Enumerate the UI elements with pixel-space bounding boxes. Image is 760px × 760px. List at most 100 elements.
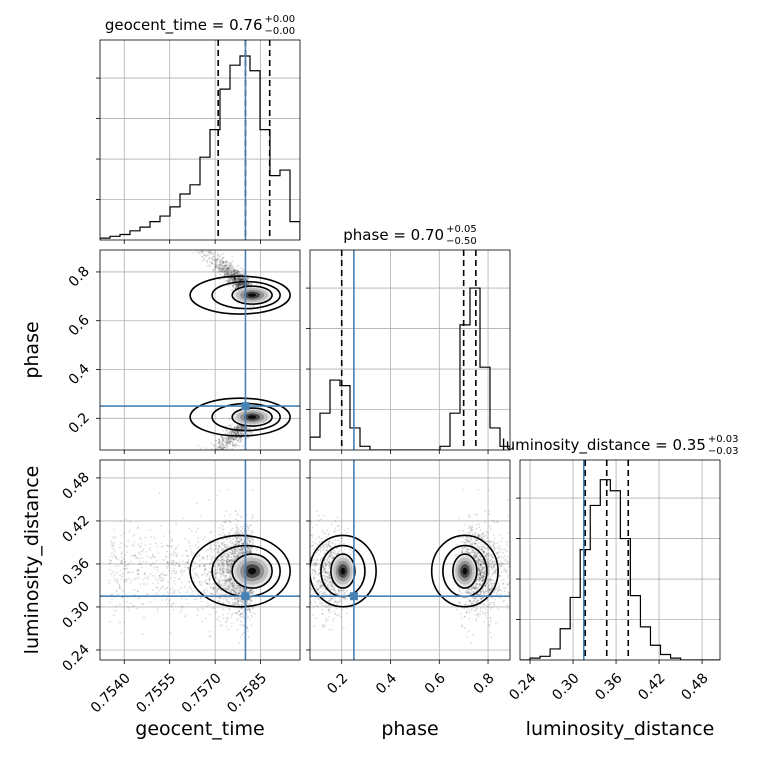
sample-point bbox=[213, 593, 216, 596]
sample-point bbox=[232, 273, 235, 276]
sample-point bbox=[229, 278, 231, 281]
sample-point bbox=[216, 572, 219, 575]
sample-point bbox=[194, 573, 197, 576]
sample-point bbox=[212, 253, 215, 255]
sample-point bbox=[121, 551, 124, 554]
sample-point bbox=[238, 284, 241, 287]
sample-point bbox=[232, 285, 234, 287]
sample-point bbox=[225, 552, 228, 554]
sample-point bbox=[227, 268, 230, 270]
sample-point bbox=[236, 271, 239, 274]
sample-point bbox=[239, 425, 241, 427]
sample-point bbox=[240, 516, 243, 519]
sample-point bbox=[240, 601, 243, 603]
sample-point bbox=[242, 433, 245, 435]
sample-point bbox=[252, 612, 255, 614]
sample-point bbox=[239, 589, 242, 592]
sample-point bbox=[228, 602, 231, 604]
sample-point bbox=[192, 243, 194, 245]
sample-point bbox=[226, 441, 229, 443]
sample-point bbox=[228, 576, 231, 579]
sample-point bbox=[227, 578, 230, 581]
sample-point bbox=[237, 426, 240, 429]
sample-point bbox=[114, 535, 117, 538]
sample-point bbox=[212, 586, 215, 589]
sample-point bbox=[151, 562, 154, 565]
sample-point bbox=[246, 282, 248, 285]
sample-point bbox=[238, 283, 241, 286]
sample-point bbox=[210, 452, 212, 454]
sample-point bbox=[209, 571, 212, 574]
sample-point bbox=[226, 562, 228, 564]
sample-point bbox=[236, 284, 239, 287]
sample-point bbox=[237, 599, 240, 602]
sample-point bbox=[179, 578, 181, 580]
sample-point bbox=[188, 545, 191, 547]
sample-point bbox=[232, 555, 235, 558]
sample-point bbox=[249, 598, 252, 601]
sample-point bbox=[187, 567, 190, 569]
sample-point bbox=[241, 601, 244, 604]
sample-point bbox=[227, 272, 230, 275]
sample-point bbox=[227, 578, 230, 581]
sample-point bbox=[243, 282, 245, 285]
sample-point bbox=[223, 584, 226, 587]
sample-point bbox=[127, 564, 129, 567]
sample-point bbox=[236, 554, 239, 557]
sample-point bbox=[235, 271, 238, 274]
sample-point bbox=[232, 598, 234, 601]
sample-point bbox=[172, 559, 174, 562]
sample-point bbox=[139, 537, 141, 540]
sample-point bbox=[227, 568, 230, 571]
sample-point bbox=[225, 563, 228, 566]
sample-point bbox=[246, 546, 249, 549]
sample-point bbox=[235, 278, 237, 280]
sample-point bbox=[173, 242, 175, 244]
sample-point bbox=[236, 284, 239, 287]
sample-point bbox=[178, 561, 180, 563]
sample-point bbox=[222, 278, 225, 280]
sample-point bbox=[226, 273, 229, 275]
sample-point bbox=[237, 541, 240, 544]
sample-point bbox=[242, 539, 245, 542]
sample-point bbox=[209, 265, 211, 268]
sample-point bbox=[155, 566, 158, 569]
sample-point bbox=[130, 579, 133, 582]
sample-point bbox=[223, 274, 226, 277]
sample-point bbox=[239, 431, 241, 433]
sample-point bbox=[221, 267, 224, 270]
sample-point bbox=[228, 587, 231, 590]
sample-point bbox=[227, 453, 229, 455]
sample-point bbox=[122, 589, 124, 592]
sample-point bbox=[225, 599, 228, 601]
sample-point bbox=[236, 430, 239, 433]
sample-point bbox=[233, 273, 235, 276]
sample-point bbox=[238, 437, 241, 439]
sample-point bbox=[216, 258, 219, 261]
sample-point bbox=[115, 557, 118, 559]
sample-point bbox=[205, 575, 208, 577]
sample-point bbox=[221, 451, 223, 453]
sample-point bbox=[224, 547, 227, 549]
sample-point bbox=[233, 272, 236, 275]
sample-point bbox=[168, 570, 171, 572]
sample-point bbox=[108, 562, 111, 564]
sample-point bbox=[199, 250, 202, 253]
sample-point bbox=[239, 279, 242, 281]
sample-point bbox=[221, 451, 223, 453]
sample-point bbox=[223, 264, 226, 267]
sample-point bbox=[156, 608, 159, 610]
sample-point bbox=[132, 535, 135, 537]
sample-point bbox=[216, 259, 219, 262]
sample-point bbox=[232, 544, 235, 546]
sample-point bbox=[225, 442, 228, 444]
sample-point bbox=[219, 266, 222, 269]
sample-point bbox=[128, 530, 131, 533]
sample-point bbox=[227, 519, 230, 522]
sample-point bbox=[236, 272, 239, 275]
sample-point bbox=[143, 582, 145, 585]
sample-point bbox=[231, 588, 233, 591]
sample-point bbox=[200, 597, 203, 599]
sample-point bbox=[239, 284, 242, 287]
sample-point bbox=[227, 431, 230, 433]
